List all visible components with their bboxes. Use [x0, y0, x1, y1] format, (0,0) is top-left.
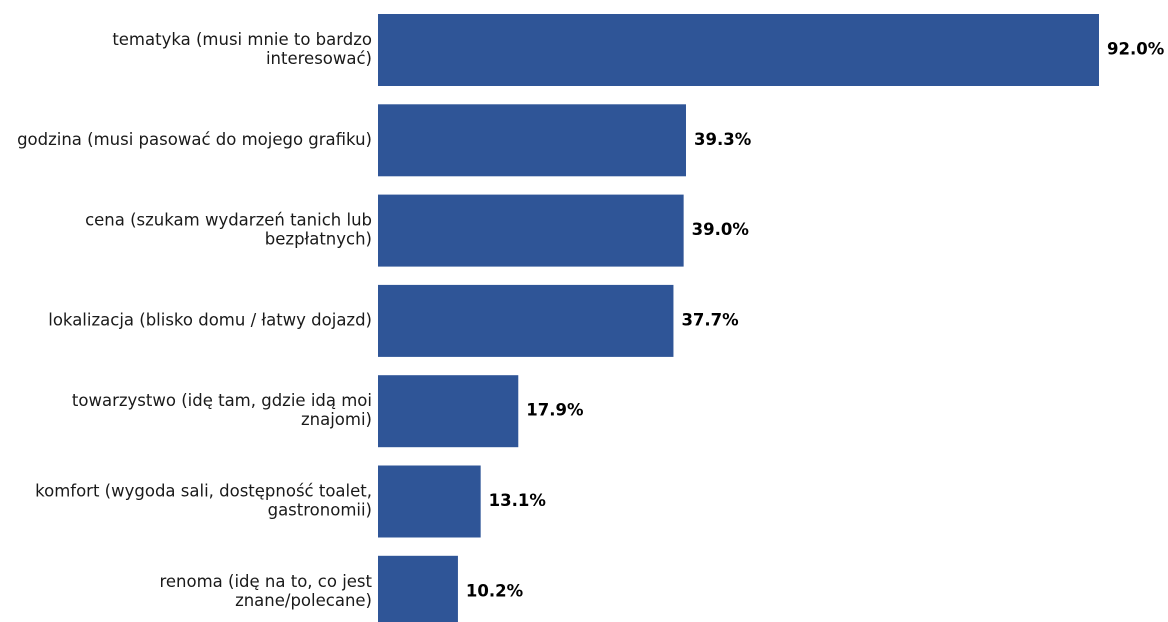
category-label-line: interesować) [266, 49, 372, 68]
category-label: renoma (idę na to, co jest znane/polecane… [159, 572, 372, 610]
bar-value-label: 39.0% [692, 220, 750, 239]
bar-group: 92.0% tematyka (musi mnie to bardzo intere… [112, 14, 1165, 86]
bar [378, 465, 481, 538]
category-label-line: gastronomii) [268, 501, 372, 520]
category-label: komfort (wygoda sali, dostępność toalet,… [35, 482, 372, 520]
category-label-line: bezpłatnych) [265, 230, 372, 249]
bar [378, 14, 1099, 86]
category-label-line: tematyka (musi mnie to bardzo [112, 30, 372, 49]
category-label: tematyka (musi mnie to bardzo interesować… [112, 30, 372, 68]
category-label-line: towarzystwo (idę tam, gdzie idą moi [72, 391, 372, 410]
category-label-line: renoma (idę na to, co jest [159, 572, 372, 591]
category-label-line: znane/polecane) [235, 591, 372, 610]
category-label-line: lokalizacja (blisko domu / łatwy dojazd) [48, 310, 372, 329]
category-label-line: godzina (musi pasować do mojego grafiku) [17, 130, 372, 149]
category-label-line: znajomi) [301, 410, 372, 429]
bar-group: 37.7% lokalizacja (blisko domu / łatwy do… [48, 284, 739, 357]
bar [378, 284, 674, 357]
bar-value-label: 92.0% [1107, 40, 1165, 59]
category-label-line: cena (szukam wydarzeń tanich lub [85, 211, 372, 230]
bar-group: 13.1% komfort (wygoda sali, dostępność to… [35, 465, 547, 538]
bar-value-label: 37.7% [681, 310, 739, 329]
category-label: towarzystwo (idę tam, gdzie idą moi znajo… [72, 391, 372, 429]
bar [378, 375, 519, 448]
bar-group: 39.0% cena (szukam wydarzeń tanich lub bez… [85, 194, 750, 267]
bar-value-label: 17.9% [526, 401, 584, 420]
bar-value-label: 13.1% [489, 491, 547, 510]
bar [378, 555, 458, 622]
category-label: lokalizacja (blisko domu / łatwy dojazd) [48, 310, 372, 329]
category-label: cena (szukam wydarzeń tanich lub bezpłatn… [85, 211, 372, 249]
bar-group: 17.9% towarzystwo (idę tam, gdzie idą moi… [72, 375, 584, 448]
bar-value-label: 39.3% [694, 130, 752, 149]
bar [378, 104, 686, 177]
category-label: godzina (musi pasować do mojego grafiku) [17, 130, 372, 149]
bar-value-label: 10.2% [466, 581, 524, 600]
category-label-line: komfort (wygoda sali, dostępność toalet, [35, 482, 372, 501]
bar-group: 39.3% godzina (musi pasować do mojego gra… [17, 104, 752, 177]
bar-group: 10.2% renoma (idę na to, co jest znane/pol… [159, 555, 524, 622]
bar [378, 194, 684, 267]
